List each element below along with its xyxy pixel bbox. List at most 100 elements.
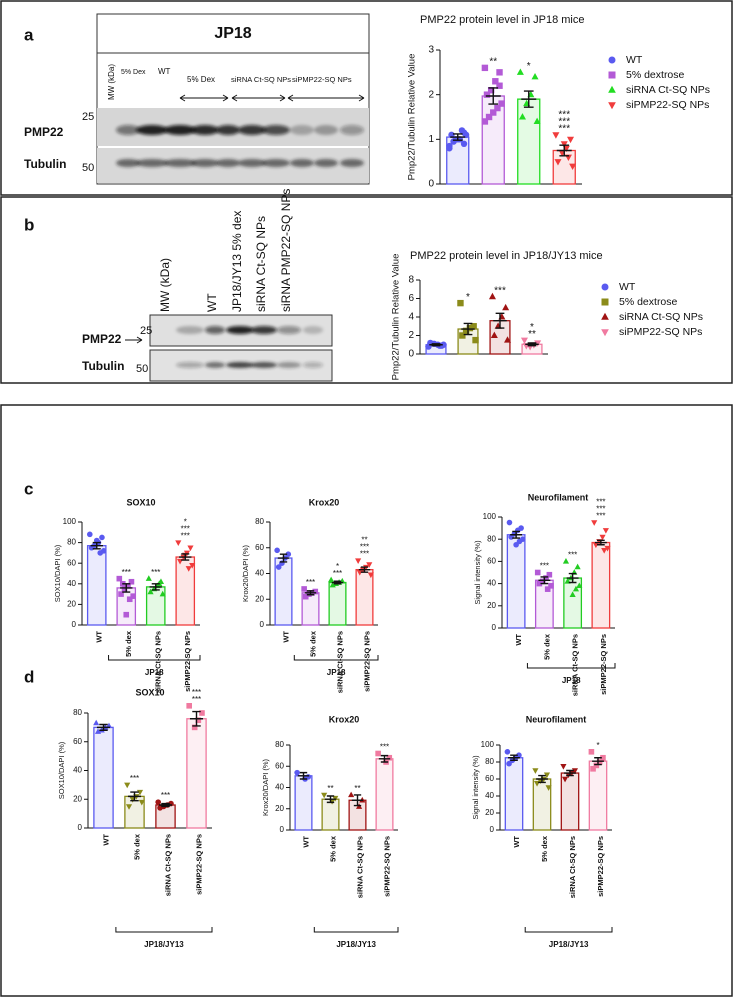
y-tick-label: 60	[487, 557, 496, 566]
y-tick-label: 40	[275, 783, 284, 792]
data-point	[561, 776, 569, 783]
x-tick-label: 5% dex	[328, 835, 337, 862]
data-point	[147, 588, 154, 595]
group-label: JP18	[327, 668, 346, 677]
significance: **	[327, 784, 333, 793]
y-tick-label: 80	[485, 757, 494, 766]
data-point	[274, 547, 280, 554]
x-tick-label: siRNA Ct-SQ NPs	[355, 836, 364, 898]
data-point	[571, 768, 579, 774]
data-point	[121, 586, 128, 592]
y-tick-label: 0	[490, 825, 495, 834]
band	[314, 159, 338, 167]
significance: ***	[130, 774, 139, 783]
data-point	[356, 569, 363, 576]
data-point	[125, 804, 133, 810]
significance: *	[184, 518, 187, 527]
lane-label: siPMP22-SQ NPs	[292, 75, 352, 84]
y-tick-label: 20	[275, 804, 284, 813]
data-point	[496, 82, 503, 89]
data-point	[596, 759, 603, 765]
y-tick-label: 60	[67, 558, 76, 567]
error-bar	[297, 771, 310, 780]
band	[205, 362, 225, 368]
data-point	[546, 571, 553, 578]
data-point	[460, 129, 468, 136]
data-point	[554, 159, 562, 166]
legend-marker	[608, 85, 616, 93]
significance: ***	[596, 505, 605, 514]
data-point	[531, 72, 539, 80]
y-tick-label: 40	[255, 569, 264, 578]
x-tick-label: WT	[512, 836, 521, 848]
y-tick-label: 20	[485, 808, 494, 817]
x-tick-label: siPMP22-SQ NPs	[599, 634, 608, 695]
band	[191, 159, 219, 167]
panel-label: a	[24, 25, 34, 44]
chart-title: SOX10	[126, 497, 155, 507]
legend-marker	[608, 102, 616, 110]
band	[238, 125, 266, 135]
band	[136, 125, 168, 135]
band	[136, 159, 168, 167]
x-tick-label: WT	[281, 631, 290, 643]
bar	[481, 95, 505, 185]
data-point	[94, 728, 102, 734]
data-point	[483, 91, 491, 98]
x-tick-label: siPMP22-SQ NPs	[596, 836, 605, 897]
band	[303, 362, 323, 368]
error-bar	[485, 87, 501, 105]
row-label: Tubulin	[24, 157, 66, 171]
band	[290, 125, 314, 135]
data-point	[123, 611, 130, 618]
x-tick-label: 5% dex	[308, 630, 317, 657]
lane-label: siRNA PMP22-SQ NPs	[279, 189, 293, 312]
data-point	[466, 324, 474, 332]
legend-label: siPMP22-SQ NPs	[619, 326, 702, 338]
mw-label: 25	[140, 325, 152, 337]
x-tick-label: WT	[101, 834, 110, 846]
chart-title: PMP22 protein level in JP18 mice	[420, 14, 584, 26]
y-tick-label: 4	[408, 312, 414, 323]
y-tick-label: 0	[408, 349, 414, 360]
y-tick-label: 6	[408, 293, 414, 304]
bar	[591, 541, 611, 629]
y-tick-label: 8	[408, 275, 414, 286]
panel-frame	[0, 0, 733, 196]
error-bar	[358, 566, 371, 573]
error-bar	[564, 769, 576, 777]
error-bar	[189, 710, 204, 727]
band	[262, 125, 290, 135]
y-tick-label: 100	[63, 517, 77, 526]
data-point	[543, 772, 551, 779]
bar	[355, 568, 374, 626]
legend-marker	[601, 312, 609, 320]
legend-marker	[608, 71, 616, 79]
data-point	[600, 754, 606, 761]
band	[277, 326, 301, 334]
data-point	[492, 78, 499, 85]
legend-label: WT	[626, 54, 643, 66]
data-point	[536, 580, 543, 587]
data-point	[93, 719, 100, 726]
legend-label: siPMP22-SQ NPs	[626, 99, 709, 111]
error-bar	[525, 342, 539, 347]
lane-label: siRNA Ct-SQ NPs	[254, 216, 268, 312]
lane-label: JP18/JY13 5% dex	[230, 211, 244, 312]
data-point	[599, 534, 606, 541]
x-tick-label: siRNA Ct-SQ NPs	[163, 834, 172, 896]
data-point	[502, 303, 510, 311]
data-point	[470, 323, 477, 330]
data-point	[321, 792, 328, 799]
band	[226, 362, 254, 368]
bar	[93, 726, 114, 829]
band	[303, 326, 323, 334]
legend-label: siRNA Ct-SQ NPs	[619, 311, 703, 323]
data-point	[329, 581, 336, 588]
error-bar	[538, 576, 551, 585]
chart-title: Krox20	[309, 497, 340, 507]
data-point	[189, 563, 196, 569]
significance: *	[527, 61, 531, 72]
bar	[294, 775, 313, 831]
